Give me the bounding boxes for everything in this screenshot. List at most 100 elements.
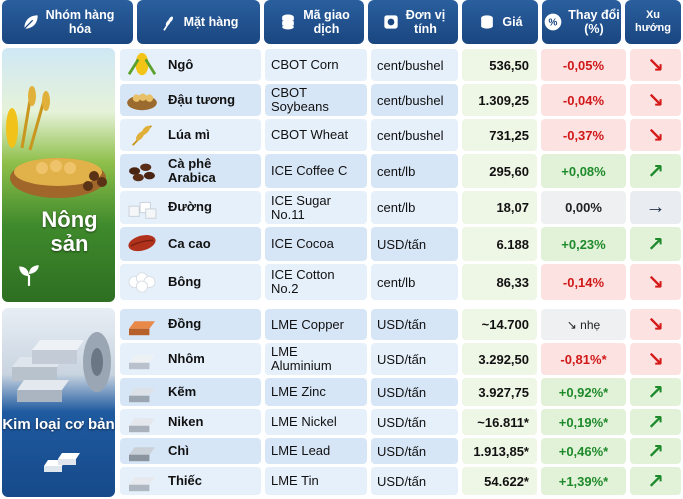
item-name: Đường: [168, 199, 212, 215]
header-change-label: Thay đổi (%): [568, 7, 620, 36]
header-group-label: Nhóm hàng hóa: [45, 7, 115, 36]
header-code-label: Mã giao dịch: [303, 7, 350, 36]
change-percent: -0,37%: [541, 119, 626, 151]
item-name: Đậu tương: [168, 91, 236, 107]
cocoa-icon: [128, 235, 156, 252]
unit: cent/lb: [371, 264, 458, 300]
table-row: Đậu tương CBOT Soybeans cent/bushel 1.309,2…: [120, 84, 681, 116]
trend-down-icon: ↘: [630, 343, 681, 375]
cotton-icon: [128, 272, 156, 293]
item-cell: Bông: [120, 264, 261, 300]
unit: cent/bushel: [371, 84, 458, 116]
item-name: Kẽm: [168, 383, 197, 399]
price: 3.292,50: [462, 343, 537, 375]
header-price: Giá: [462, 0, 538, 44]
trade-code: ICE Cocoa: [265, 227, 367, 261]
table-row: Đồng LME Copper USD/tấn ~14.700 ↘ nhẹ ↘: [120, 309, 681, 340]
soybean-icon: [127, 93, 157, 111]
item-cell: Chì: [120, 438, 261, 464]
price: 18,07: [462, 191, 537, 224]
header-unit: Đơn vị tính: [368, 0, 458, 44]
table-row: Ngô CBOT Corn cent/bushel 536,50 -0,05% ↘: [120, 49, 681, 81]
item-cell: Ngô: [120, 49, 261, 81]
trade-code: CBOT Corn: [265, 49, 367, 81]
sugar-icon: [128, 201, 157, 219]
change-percent: 0,00%: [541, 191, 626, 224]
trend-down-icon: ↘: [630, 49, 681, 81]
unit: USD/tấn: [371, 309, 458, 340]
unit: cent/bushel: [371, 119, 458, 151]
table-row: Kẽm LME Zinc USD/tấn 3.927,75 +0,92%* ↗: [120, 378, 681, 406]
change-percent: +0,92%*: [541, 378, 626, 406]
price: ~14.700: [462, 309, 537, 340]
group-agriculture-label: Nông sản: [41, 207, 98, 257]
change-percent: +0,19%*: [541, 409, 626, 435]
wheat-icon: [162, 16, 173, 31]
trade-code: ICE Coffee C: [265, 154, 367, 188]
crops-illustration: [6, 86, 107, 198]
unit: cent/bushel: [371, 49, 458, 81]
header-group: Nhóm hàng hóa: [2, 0, 133, 44]
price: 536,50: [462, 49, 537, 81]
item-name: Nhôm: [168, 350, 205, 366]
scale-icon: [384, 15, 398, 29]
price: 1.309,25: [462, 84, 537, 116]
price: 86,33: [462, 264, 537, 300]
unit: USD/tấn: [371, 378, 458, 406]
header-change: % Thay đổi (%): [542, 0, 621, 44]
item-cell: Đậu tương: [120, 84, 261, 116]
trade-code: ICE Sugar No.11: [265, 191, 367, 224]
trend-up-icon: ↗: [630, 154, 681, 188]
coins-icon: [282, 14, 295, 30]
item-cell: Cà phê Arabica: [120, 154, 261, 188]
trade-code: CBOT Wheat: [265, 119, 367, 151]
unit: USD/tấn: [371, 409, 458, 435]
lead-icon: [129, 447, 155, 462]
trend-up-icon: ↗: [630, 378, 681, 406]
trade-code: LME Lead: [265, 438, 367, 464]
leaf-icon: [23, 15, 38, 30]
change-percent: -0,04%: [541, 84, 626, 116]
change-percent: +1,39%*: [541, 467, 626, 495]
table-row: Bông ICE Cotton No.2 cent/lb 86,33 -0,14% ↘: [120, 264, 681, 300]
trend-flat-icon: →: [630, 191, 681, 224]
zinc-icon: [129, 388, 155, 403]
item-name: Lúa mì: [168, 126, 210, 142]
table-row: Đường ICE Sugar No.11 cent/lb 18,07 0,00% →: [120, 191, 681, 224]
table-row: Niken LME Nickel USD/tấn ~16.811* +0,19%* ↗: [120, 409, 681, 435]
item-cell: Thiếc: [120, 467, 261, 495]
price: 1.913,85*: [462, 438, 537, 464]
change-percent: ↘ nhẹ: [541, 309, 626, 340]
item-name: Ngô: [168, 56, 194, 72]
change-percent: +0,23%: [541, 227, 626, 261]
item-cell: Nhôm: [120, 343, 261, 375]
wheat-icon: [132, 125, 152, 146]
tin-icon: [129, 477, 155, 492]
trend-down-icon: ↘: [630, 119, 681, 151]
header-item-label: Mặt hàng: [183, 14, 239, 29]
header-trend: Xu hướng: [625, 0, 681, 44]
trade-code: LME Tin: [265, 467, 367, 495]
nickel-icon: [129, 418, 155, 433]
coffee-icon: [129, 163, 155, 182]
trend-up-icon: ↗: [630, 467, 681, 495]
trend-down-icon: ↘: [630, 309, 681, 340]
item-name: Đồng: [168, 316, 202, 332]
item-name: Cà phê Arabica: [168, 155, 216, 185]
trade-code: ICE Cotton No.2: [265, 264, 367, 300]
change-percent: -0,05%: [541, 49, 626, 81]
header-trend-label: Xu hướng: [635, 9, 671, 34]
group-metals-label: Kim loại cơ bản: [2, 416, 115, 433]
header-unit-label: Đơn vị tính: [405, 7, 446, 36]
item-cell: Niken: [120, 409, 261, 435]
trend-up-icon: ↗: [630, 227, 681, 261]
item-cell: Ca cao: [120, 227, 261, 261]
price: ~16.811*: [462, 409, 537, 435]
unit: USD/tấn: [371, 467, 458, 495]
copper-icon: [129, 320, 155, 335]
aluminium-icon: [129, 355, 155, 370]
svg-text:%: %: [549, 17, 558, 28]
change-percent: -0,14%: [541, 264, 626, 300]
trade-code: LME Nickel: [265, 409, 367, 435]
group-agriculture: Nông sản: [2, 48, 115, 302]
